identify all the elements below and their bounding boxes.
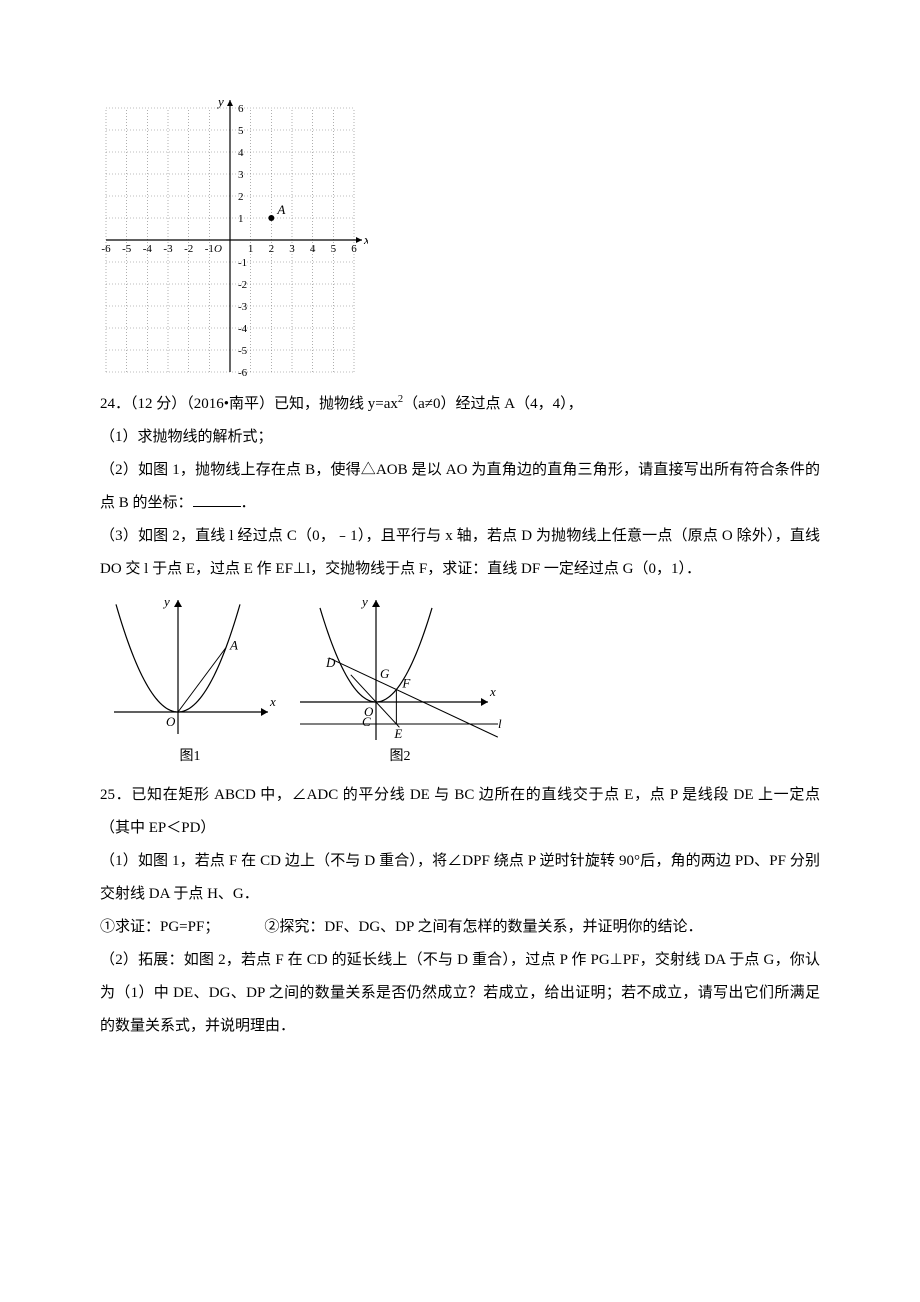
figure-2-caption: 图2 xyxy=(290,742,510,773)
svg-text:4: 4 xyxy=(238,147,244,159)
q24-heading: 24．（12 分）（2016•南平）已知，抛物线 y=ax2（a≠0）经过点 A… xyxy=(100,388,820,421)
coordinate-grid-figure: -6-5-4-3-2-1123456-6-5-4-3-2-1123456OxyA xyxy=(100,100,820,380)
svg-text:-6: -6 xyxy=(101,243,111,255)
grid-svg: -6-5-4-3-2-1123456-6-5-4-3-2-1123456OxyA xyxy=(100,100,368,380)
svg-text:4: 4 xyxy=(310,243,316,255)
svg-text:x: x xyxy=(363,232,368,247)
svg-text:2: 2 xyxy=(238,191,244,203)
svg-text:3: 3 xyxy=(238,169,244,181)
svg-text:-4: -4 xyxy=(143,243,153,255)
q24-figure-pair: AOxy 图1 DGFCEOxyl 图2 xyxy=(100,594,820,773)
svg-text:D: D xyxy=(325,655,336,670)
q24-heading-text-b: （a≠0）经过点 A（4，4）， xyxy=(403,396,582,412)
svg-text:-2: -2 xyxy=(238,279,247,291)
svg-text:F: F xyxy=(401,676,411,691)
svg-text:y: y xyxy=(360,594,368,609)
svg-text:-2: -2 xyxy=(184,243,193,255)
q24-part3: （3）如图 2，直线 l 经过点 C（0，﹣1），且平行与 x 轴，若点 D 为… xyxy=(100,520,820,586)
q25-part1: （1）如图 1，若点 F 在 CD 边上（不与 D 重合），将∠DPF 绕点 P… xyxy=(100,845,820,911)
svg-text:E: E xyxy=(393,726,402,741)
svg-text:1: 1 xyxy=(248,243,254,255)
q24-part1: （1）求抛物线的解析式； xyxy=(100,421,820,454)
q25-part3: （2）拓展：如图 2，若点 F 在 CD 的延长线上（不与 D 重合），过点 P… xyxy=(100,944,820,1043)
q24-p2-text-b: ． xyxy=(241,495,256,511)
svg-text:O: O xyxy=(364,704,374,719)
svg-text:O: O xyxy=(166,714,176,729)
svg-text:-6: -6 xyxy=(238,367,248,379)
q25-part2: ①求证：PG=PF； ②探究：DF、DG、DP 之间有怎样的数量关系，并证明你的… xyxy=(100,911,820,944)
figure-2-wrap: DGFCEOxyl 图2 xyxy=(290,594,510,773)
q24-heading-text-a: 24．（12 分）（2016•南平）已知，抛物线 y=ax xyxy=(100,396,398,412)
svg-text:5: 5 xyxy=(238,125,244,137)
svg-text:x: x xyxy=(489,684,496,699)
svg-text:y: y xyxy=(216,100,224,109)
svg-text:A: A xyxy=(276,202,285,217)
svg-text:3: 3 xyxy=(289,243,295,255)
svg-text:-4: -4 xyxy=(238,323,248,335)
svg-text:2: 2 xyxy=(269,243,275,255)
svg-text:l: l xyxy=(498,716,502,731)
figure-1-wrap: A Ox y 图1 xyxy=(100,594,280,773)
q24-part2: （2）如图 1，抛物线上存在点 B，使得△AOB 是以 AO 为直角边的直角三角… xyxy=(100,454,820,520)
svg-text:A: A xyxy=(229,637,238,652)
svg-text:y: y xyxy=(162,594,170,609)
svg-text:-1: -1 xyxy=(238,257,247,269)
svg-text:x: x xyxy=(269,694,276,709)
svg-text:-3: -3 xyxy=(163,243,173,255)
svg-text:-1: -1 xyxy=(205,243,214,255)
svg-text:-5: -5 xyxy=(238,345,248,357)
svg-text:G: G xyxy=(380,666,390,681)
svg-text:O: O xyxy=(214,243,222,255)
answer-blank xyxy=(193,491,241,507)
figure-1-svg: A Ox y xyxy=(100,594,280,744)
figure-1-caption: 图1 xyxy=(100,742,280,773)
figure-2-svg: DGFCEOxyl xyxy=(290,594,510,744)
svg-text:1: 1 xyxy=(238,213,244,225)
svg-text:6: 6 xyxy=(351,243,357,255)
q25-heading: 25．已知在矩形 ABCD 中，∠ADC 的平分线 DE 与 BC 边所在的直线… xyxy=(100,779,820,845)
svg-text:6: 6 xyxy=(238,103,244,115)
svg-text:-3: -3 xyxy=(238,301,248,313)
svg-text:5: 5 xyxy=(331,243,337,255)
svg-text:-5: -5 xyxy=(122,243,132,255)
